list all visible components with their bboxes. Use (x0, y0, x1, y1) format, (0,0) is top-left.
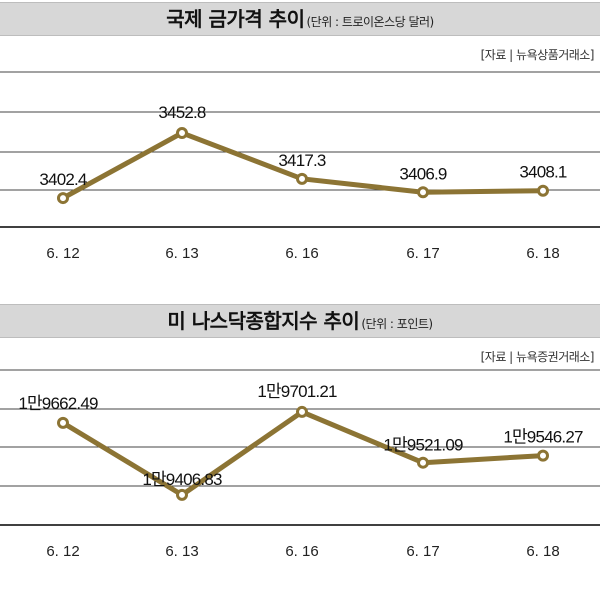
data-point (176, 126, 188, 139)
gold-price-chart: 3402.4 3452.8 3417.3 3406.9 3408.1 6. 12 6. 13… (0, 71, 600, 262)
data-label: 3452.8 (158, 103, 206, 122)
chart-title: 국제 금가격 추이 (166, 7, 305, 31)
x-tick-label: 6. 16 (285, 245, 318, 262)
nasdaq-panel: 미 나스닥종합지수 추이 (단위 : 포인트) [자료 | 뉴욕증권거래소] 1만… (0, 304, 600, 590)
data-point (537, 449, 549, 462)
x-tick-label: 6. 18 (526, 543, 559, 560)
chart-title: 미 나스닥종합지수 추이 (167, 309, 360, 333)
data-label: 3417.3 (278, 151, 326, 170)
chart-unit: (단위 : 포인트) (361, 317, 433, 331)
data-point (417, 456, 429, 469)
data-label: 3406.9 (399, 164, 447, 183)
chart-unit: (단위 : 트로이온스당 달러) (306, 15, 434, 29)
data-label: 1만9546.27 (503, 428, 583, 447)
nasdaq-chart: 1만9662.49 1만9406.83 1만9701.21 1만9521.09 1만95… (0, 369, 600, 560)
x-tick-label: 6. 17 (406, 245, 439, 262)
data-point (296, 405, 308, 418)
data-label: 1만9521.09 (383, 436, 463, 455)
data-label: 1만9406.83 (142, 470, 222, 489)
data-point (57, 416, 69, 429)
data-point (296, 172, 308, 185)
x-tick-label: 6. 16 (285, 543, 318, 560)
data-label: 1만9701.21 (257, 382, 337, 401)
data-label: 1만9662.49 (18, 394, 98, 413)
x-tick-label: 6. 13 (165, 245, 198, 262)
chart-source: [자료 | 뉴욕상품거래소] (480, 48, 595, 62)
data-label: 3402.4 (39, 170, 87, 189)
gold-price-panel: 국제 금가격 추이 (단위 : 트로이온스당 달러) [자료 | 뉴욕상품거래소]… (0, 2, 600, 292)
data-point (176, 488, 188, 501)
x-tick-label: 6. 18 (526, 245, 559, 262)
x-tick-label: 6. 12 (46, 245, 79, 262)
chart-source: [자료 | 뉴욕증권거래소] (480, 350, 595, 364)
data-point (57, 192, 69, 205)
x-tick-label: 6. 13 (165, 543, 198, 560)
x-tick-label: 6. 12 (46, 543, 79, 560)
x-tick-label: 6. 17 (406, 543, 439, 560)
data-point (417, 186, 429, 199)
chart-title-bar: 미 나스닥종합지수 추이 (단위 : 포인트) (0, 304, 600, 338)
series-line (60, 409, 546, 498)
chart-title-bar: 국제 금가격 추이 (단위 : 트로이온스당 달러) (0, 2, 600, 36)
data-label: 3408.1 (519, 163, 567, 182)
data-point (537, 184, 549, 197)
